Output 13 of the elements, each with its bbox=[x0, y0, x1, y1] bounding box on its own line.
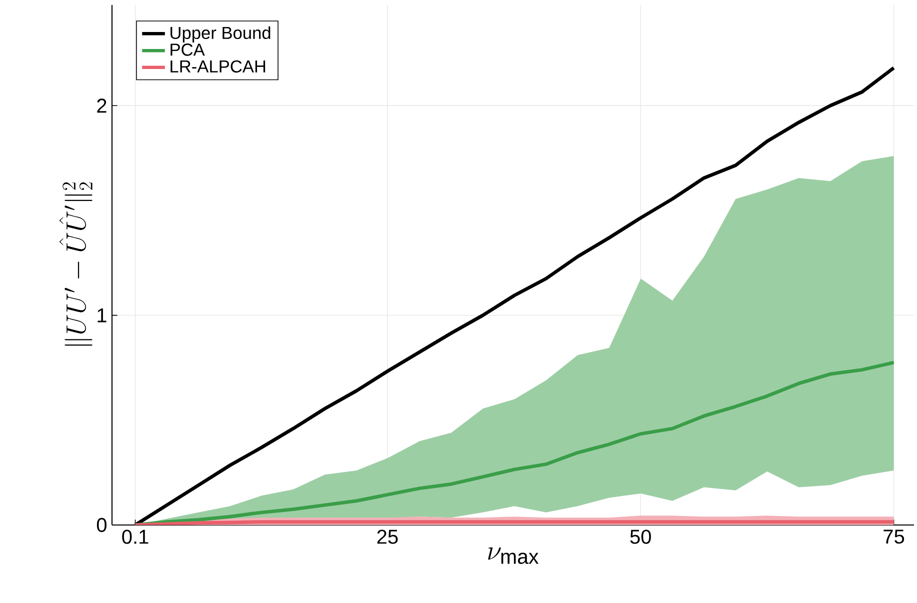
legend-label: LR-ALPCAH bbox=[170, 60, 266, 73]
x-axis-title: $\nu_{\max}$ bbox=[488, 547, 539, 564]
legend-label: PCA bbox=[170, 44, 205, 56]
x-tick-label: 75 bbox=[884, 530, 904, 544]
x-tick-label: 25 bbox=[377, 530, 398, 544]
x-tick-label: 0.1 bbox=[122, 530, 148, 544]
y-tick-label: 1 bbox=[98, 308, 106, 322]
y-tick-label: 2 bbox=[97, 98, 106, 113]
x-tick-label: 50 bbox=[630, 530, 651, 544]
legend-label: Upper Bound bbox=[170, 26, 270, 42]
y-axis-title: $\|UU' - \hat{U}\hat{U}'\|_2^2$ bbox=[59, 182, 92, 346]
y-tick-label: 0 bbox=[96, 518, 106, 532]
line-series bbox=[134, 360, 896, 525]
